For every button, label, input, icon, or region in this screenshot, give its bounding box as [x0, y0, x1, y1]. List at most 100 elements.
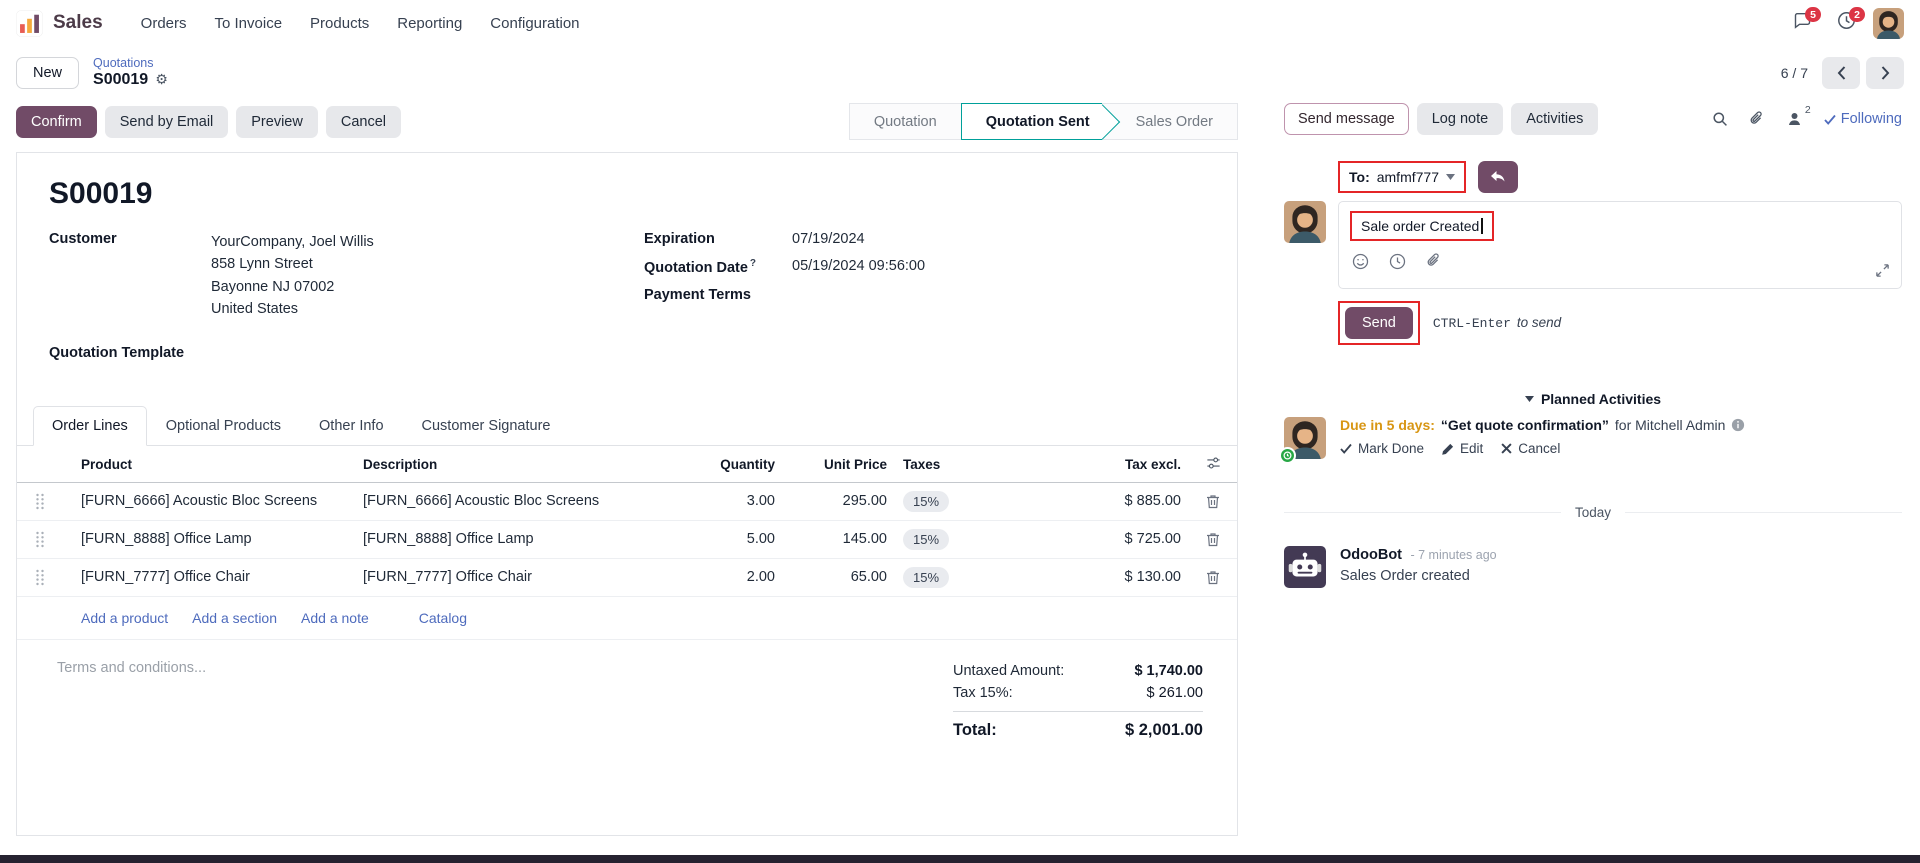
product-cell[interactable]: [FURN_7777] Office Chair — [63, 558, 355, 597]
new-button[interactable]: New — [16, 56, 80, 89]
pager-next-button[interactable] — [1866, 56, 1904, 89]
following-button[interactable]: Following — [1824, 111, 1902, 127]
total-row: Total: $ 2,001.00 — [953, 710, 1203, 743]
pager-previous-button[interactable] — [1822, 56, 1860, 89]
recipient-chip[interactable]: To: amfmf777 — [1340, 163, 1464, 191]
composer-textarea[interactable]: Sale order Created — [1338, 201, 1902, 289]
tab-other-info[interactable]: Other Info — [319, 417, 384, 434]
app-name[interactable]: Sales — [53, 12, 103, 33]
followers-button[interactable]: 2 — [1786, 104, 1811, 127]
delete-line-button[interactable] — [1189, 520, 1237, 559]
menu-configuration[interactable]: Configuration — [490, 14, 580, 32]
menu-products[interactable]: Products — [310, 14, 370, 32]
sales-app-icon[interactable] — [16, 9, 43, 37]
drag-handle[interactable] — [17, 558, 63, 597]
activity-summary: “Get quote confirmation” — [1440, 417, 1609, 433]
tax-badge[interactable]: 15% — [903, 490, 950, 512]
statusbar: Quotation Quotation Sent Sales Order — [848, 103, 1238, 140]
send-message-button[interactable]: Send message — [1284, 103, 1409, 135]
planned-activities-header[interactable]: Planned Activities — [1284, 391, 1902, 407]
annotation-box-send: Send — [1338, 301, 1420, 345]
message-draft-text[interactable]: Sale order Created — [1361, 218, 1480, 234]
text-cursor — [1481, 218, 1483, 234]
tax-badge[interactable]: 15% — [903, 528, 950, 550]
description-cell[interactable]: [FURN_6666] Acoustic Bloc Screens — [355, 482, 687, 521]
composer-avatar — [1284, 201, 1326, 243]
menu-orders[interactable]: Orders — [140, 14, 187, 32]
tab-order-lines[interactable]: Order Lines — [33, 405, 147, 446]
add-section-link[interactable]: Add a section — [192, 609, 278, 626]
taxes-cell: 15% — [895, 558, 1031, 597]
order-lines-header: Product Description Quantity Unit Price … — [17, 445, 1237, 483]
full-composer-button[interactable] — [1477, 161, 1518, 193]
unit-price-cell[interactable]: 295.00 — [783, 482, 895, 521]
unit-price-cell[interactable]: 145.00 — [783, 520, 895, 559]
record-name: S00019 — [93, 71, 149, 88]
info-icon[interactable] — [1731, 418, 1745, 432]
customer-value[interactable]: YourCompany, Joel Willis 858 Lynn Street… — [211, 234, 374, 318]
drag-handle[interactable] — [17, 482, 63, 521]
taxes-cell: 15% — [895, 482, 1031, 521]
quotation-date-field: Quotation Date? 05/19/2024 09:56:00 — [644, 258, 1205, 276]
mark-done-button[interactable]: Mark Done — [1340, 441, 1424, 456]
catalog-link[interactable]: Catalog — [418, 609, 468, 626]
tax-badge[interactable]: 15% — [903, 566, 950, 588]
quantity-cell[interactable]: 5.00 — [687, 520, 783, 559]
gear-icon[interactable]: ⚙ — [155, 72, 168, 88]
menu-to-invoice[interactable]: To Invoice — [214, 14, 283, 32]
user-avatar[interactable] — [1873, 7, 1904, 39]
messages-button[interactable]: 5 — [1785, 6, 1821, 40]
cancel-button[interactable]: Cancel — [325, 105, 401, 138]
send-by-email-button[interactable]: Send by Email — [104, 105, 229, 138]
add-note-link[interactable]: Add a note — [301, 609, 369, 626]
tab-optional-products[interactable]: Optional Products — [165, 417, 282, 434]
messages-badge: 5 — [1805, 7, 1821, 22]
confirm-button[interactable]: Confirm — [16, 105, 97, 138]
activities-schedule-button[interactable]: Activities — [1511, 103, 1599, 135]
log-note-button[interactable]: Log note — [1416, 103, 1504, 135]
breadcrumb-quotations-link[interactable]: Quotations — [93, 56, 154, 70]
product-cell[interactable]: [FURN_8888] Office Lamp — [63, 520, 355, 559]
drag-handle-icon — [36, 493, 44, 510]
caret-down-icon — [1445, 174, 1455, 180]
activity-assignee: for Mitchell Admin — [1614, 417, 1726, 433]
quantity-cell[interactable]: 3.00 — [687, 482, 783, 521]
search-messages-button[interactable] — [1712, 111, 1728, 127]
schedule-message-button[interactable] — [1389, 253, 1406, 270]
emoji-button[interactable] — [1352, 253, 1369, 270]
attachments-button[interactable] — [1749, 111, 1765, 127]
description-cell[interactable]: [FURN_7777] Office Chair — [355, 558, 687, 597]
trash-icon — [1207, 495, 1219, 509]
optional-columns-button[interactable] — [1189, 445, 1237, 483]
delete-line-button[interactable] — [1189, 558, 1237, 597]
unit-price-cell[interactable]: 65.00 — [783, 558, 895, 597]
description-cell[interactable]: [FURN_8888] Office Lamp — [355, 520, 687, 559]
expiration-value[interactable]: 07/19/2024 — [792, 231, 865, 247]
preview-button[interactable]: Preview — [236, 105, 318, 138]
status-step-sales-order[interactable]: Sales Order — [1135, 113, 1213, 130]
quotation-date-value[interactable]: 05/19/2024 09:56:00 — [792, 258, 926, 274]
send-button[interactable]: Send — [1345, 307, 1413, 339]
annotation-box-message-text: Sale order Created — [1350, 211, 1494, 241]
reply-arrow-icon — [1490, 171, 1505, 182]
drag-handle[interactable] — [17, 520, 63, 559]
edit-activity-button[interactable]: Edit — [1442, 441, 1483, 456]
activity-content: Due in 5 days: “Get quote confirmation” … — [1340, 417, 1745, 459]
add-product-link[interactable]: Add a product — [81, 609, 169, 626]
tab-customer-signature[interactable]: Customer Signature — [421, 417, 551, 434]
attach-file-button[interactable] — [1426, 253, 1442, 270]
quantity-cell[interactable]: 2.00 — [687, 558, 783, 597]
quantity-column-header: Quantity — [687, 445, 783, 483]
status-step-quotation[interactable]: Quotation — [873, 113, 937, 130]
menu-reporting[interactable]: Reporting — [397, 14, 463, 32]
expand-composer-button[interactable] — [1875, 263, 1890, 278]
terms-placeholder[interactable]: Terms and conditions... — [57, 659, 207, 676]
divider-line — [1284, 512, 1561, 513]
activities-button[interactable]: 2 — [1829, 6, 1865, 40]
chatter: Send message Log note Activities 2 — [1238, 89, 1904, 588]
status-step-quotation-sent[interactable]: Quotation Sent — [960, 103, 1120, 140]
delete-line-button[interactable] — [1189, 482, 1237, 521]
product-cell[interactable]: [FURN_6666] Acoustic Bloc Screens — [63, 482, 355, 521]
cancel-activity-button[interactable]: Cancel — [1501, 441, 1560, 456]
recipients-row: To: amfmf777 — [1338, 161, 1902, 193]
